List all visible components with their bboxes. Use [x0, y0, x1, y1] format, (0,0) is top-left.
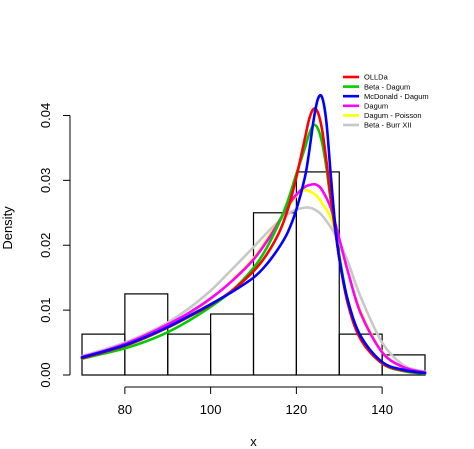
curve-beta-burr-xii: [80, 206, 427, 374]
legend-label-ollda: OLLDa: [364, 73, 389, 82]
histogram-bar-5: [252, 212, 297, 376]
x-axis-label: x: [250, 434, 257, 449]
y-tick-label: 0.03: [38, 168, 53, 193]
y-tick-label: 0.00: [38, 362, 53, 387]
x-tick-label: 100: [200, 402, 222, 417]
histogram-bar-4: [210, 313, 255, 376]
histogram-bar-6: [295, 171, 340, 376]
histogram-bar-8: [381, 354, 426, 376]
legend-label-beta-burr-xii: Beta - Burr XII: [364, 121, 412, 130]
histogram-bar-3: [167, 333, 212, 376]
legend-label-beta-dagum: Beta - Dagum: [364, 82, 410, 91]
y-tick-label: 0.01: [38, 297, 53, 322]
curve-mcdonald-dagum: [80, 93, 427, 375]
x-tick-label: 120: [286, 402, 308, 417]
legend-label-dagum: Dagum: [364, 102, 388, 111]
x-tick-label: 80: [118, 402, 132, 417]
y-tick-label: 0.04: [38, 103, 53, 128]
curve-dagum: [80, 182, 427, 374]
histogram-layer: [81, 171, 426, 376]
axes-layer: 80 100 120 140 0.00 0.01 0.02 0.03 0.04: [38, 103, 393, 417]
x-tick-label: 140: [371, 402, 393, 417]
y-axis-label: Density: [0, 206, 15, 250]
curves-layer: [80, 93, 427, 375]
legend-label-mcdonald-dagum: McDonald - Dagum: [364, 92, 429, 101]
y-tick-label: 0.02: [38, 233, 53, 258]
legend-label-dagum-poisson: Dagum - Poisson: [364, 111, 422, 120]
